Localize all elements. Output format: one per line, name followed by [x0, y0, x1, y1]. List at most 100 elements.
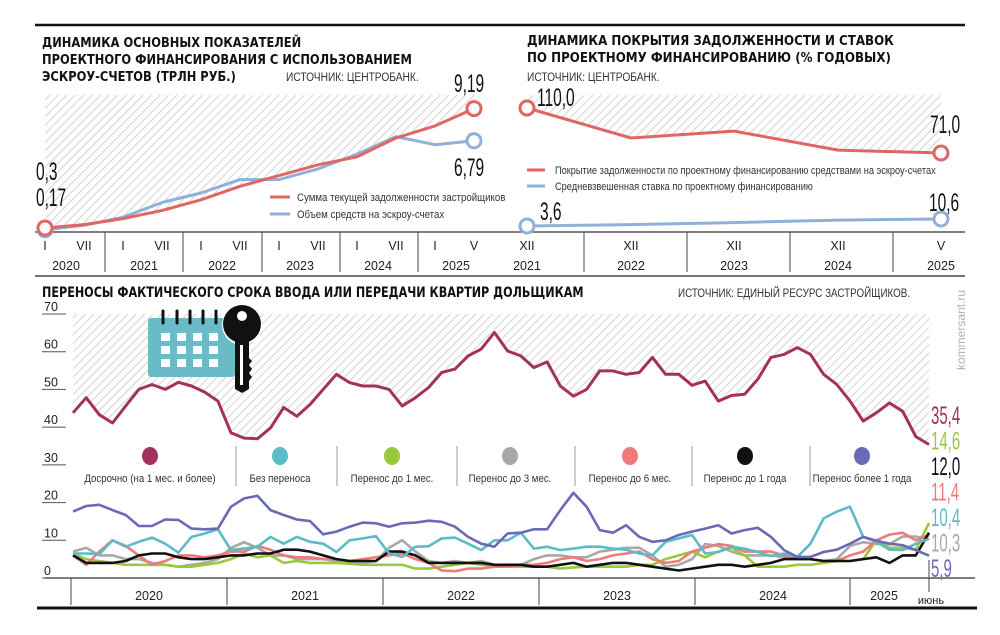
- chart1-tick-label: VII: [76, 239, 91, 253]
- chart3-end-label-no_delay: 10,4: [931, 504, 960, 532]
- chart2-legend-coverage: Покрытие задолженности по проектному фин…: [555, 164, 936, 177]
- chart1-end-marker-escrow: [465, 132, 483, 150]
- chart2-tick-label: XII: [830, 239, 845, 253]
- chart2-end-label-rate: 10,6: [929, 189, 959, 217]
- calendar-cell: [193, 346, 202, 354]
- chart2-end-label-coverage: 71,0: [930, 111, 960, 139]
- chart3-legend-label-group: Перенос до 1 года: [704, 474, 787, 486]
- chart1-line-debt: [44, 107, 475, 230]
- watermark: kommersant.ru: [954, 290, 968, 370]
- calendar-cell: [209, 359, 218, 367]
- chart1-legend-debt: Сумма текущей задолженности застройщиков: [297, 193, 506, 205]
- calendar-cell: [177, 333, 186, 341]
- chart1-title-line: ПРОЕКТНОГО ФИНАНСИРОВАНИЯ С ИСПОЛЬЗОВАНИ…: [42, 51, 412, 67]
- calendar-cell: [161, 346, 170, 354]
- chart3-year-label: 2022: [447, 589, 475, 603]
- chart3-legend-label: Досрочно (на 1 мес. и более): [84, 472, 215, 485]
- chart3-line-delay_over_1y: [72, 491, 930, 559]
- chart3-legend-dot-delay_1y: [737, 447, 753, 465]
- calendar-icon: [148, 309, 235, 377]
- chart3-legend-label-group: Перенос до 3 мес.: [469, 474, 552, 486]
- chart3-year-label: 2024: [759, 589, 787, 603]
- key-icon: [222, 305, 262, 393]
- chart2-line-rate: [526, 217, 942, 228]
- chart3-y-tick-label: 30: [44, 451, 58, 465]
- chart3-legend-dot-delay_over_1y: [854, 447, 870, 465]
- chart2-start-marker: [518, 99, 536, 117]
- calendar-cell: [209, 333, 218, 341]
- chart2-line-coverage: [526, 106, 942, 155]
- chart1-year-label: 2024: [364, 259, 392, 273]
- chart1-legend-escrow: Объем средств на эскроу-счетах: [297, 208, 445, 221]
- chart2-tick-label: XII: [623, 239, 638, 253]
- chart1-hatched-area: [45, 95, 474, 228]
- chart3-end-label-group: 10,4: [931, 504, 960, 532]
- calendar-cell: [177, 346, 186, 354]
- chart3-legend-dot-delay_3m: [502, 447, 518, 465]
- chart2-tick-label: XII: [726, 239, 741, 253]
- chart2-start-marker: [518, 217, 536, 235]
- chart3-legend-label: Без переноса: [250, 474, 311, 486]
- calendar-cell: [177, 359, 186, 367]
- chart1-tick-label: V: [470, 239, 479, 253]
- chart3-y-tick-label: 40: [44, 413, 58, 427]
- chart3-legend-label-group: Перенос более 1 года: [813, 472, 912, 485]
- chart3-year-label: 2023: [603, 589, 631, 603]
- chart3-end-label-delay_6m: 11,4: [931, 479, 959, 507]
- chart3-legend-dot-delay_1m: [384, 447, 400, 465]
- calendar-cell: [161, 333, 170, 341]
- chart2-title-line: ДИНАМИКА ПОКРЫТИЯ ЗАДОЛЖЕННОСТИ И СТАВОК: [527, 32, 894, 48]
- chart3-legend-label: Перенос до 1 года: [704, 474, 787, 486]
- chart3-end-label-delay_1y: 12,0: [931, 453, 960, 481]
- chart3-end-label-group: 12,0: [931, 453, 960, 481]
- chart3-hatched-area: [73, 314, 929, 445]
- chart2-year-label: 2024: [824, 259, 852, 273]
- chart2-start-label-coverage: 110,0: [537, 84, 575, 112]
- chart1-tick-label: I: [43, 239, 46, 253]
- chart3-y-tick-label: 0: [44, 564, 51, 578]
- chart1-tick-label: I: [199, 239, 202, 253]
- chart1-tick-label: VII: [154, 239, 169, 253]
- chart2-legend-rate: Средневзвешенная ставка по проектному фи…: [555, 180, 813, 193]
- chart2-year-label: 2021: [513, 259, 541, 273]
- chart1-start-label-escrow: 0,17: [36, 184, 66, 212]
- chart2-end-marker: [932, 144, 950, 162]
- chart3-end-label-early: 35,4: [931, 402, 960, 430]
- chart3-source: ИСТОЧНИК: ЕДИНЫЙ РЕСУРС ЗАСТРОЙЩИКОВ.: [678, 286, 910, 300]
- chart1-tick-label: I: [121, 239, 124, 253]
- chart-delivery-delays: ПЕРЕНОСЫ ФАКТИЧЕСКОГО СРОКА ВВОДА ИЛИ ПЕ…: [42, 284, 975, 607]
- chart3-end-label-delay_1m: 14,6: [931, 428, 960, 456]
- calendar-cell: [161, 359, 170, 367]
- chart2-tick-label: V: [937, 239, 946, 253]
- chart1-tick-label: VII: [388, 239, 403, 253]
- chart3-line-delay_1y: [72, 532, 931, 572]
- chart2-source: ИСТОЧНИК: ЦЕНТРОБАНК.: [527, 71, 660, 84]
- calendar-cell: [209, 346, 218, 354]
- chart1-tick-label: I: [355, 239, 358, 253]
- chart3-title: ПЕРЕНОСЫ ФАКТИЧЕСКОГО СРОКА ВВОДА ИЛИ ПЕ…: [42, 284, 584, 301]
- chart3-legend-label-group: Перенос до 6 мес.: [589, 474, 672, 486]
- chart3-y-tick-label: 20: [44, 489, 58, 503]
- chart3-legend-label-group: Досрочно (на 1 мес. и более): [84, 472, 215, 485]
- chart1-end-label-debt: 9,19: [454, 70, 484, 98]
- chart1-tick-label: I: [277, 239, 280, 253]
- chart2-year-label: 2022: [617, 259, 645, 273]
- chart1-end-marker-debt: [465, 100, 483, 118]
- chart1-start-marker-debt: [36, 219, 54, 237]
- chart3-legend-background: [70, 444, 920, 486]
- chart2-title-line: ПО ПРОЕКТНОМУ ФИНАНСИРОВАНИЮ (% ГОДОВЫХ): [527, 49, 891, 65]
- chart3-end-label-group: 5,9: [931, 555, 952, 583]
- chart3-legend-label-group: Без переноса: [250, 474, 311, 486]
- chart3-line-early: [71, 331, 930, 446]
- calendar-cell: [193, 333, 202, 341]
- chart1-year-label: 2020: [52, 259, 80, 273]
- chart3-end-label-delay_over_1y: 5,9: [931, 555, 952, 583]
- chart2-tick-label: XII: [519, 239, 534, 253]
- chart1-tick-label: VII: [232, 239, 247, 253]
- chart3-y-tick-label: 60: [44, 338, 58, 352]
- chart3-legend-label: Перенос до 6 мес.: [589, 474, 672, 486]
- chart3-legend-dot-early: [142, 447, 158, 465]
- chart3-last-month-label: июнь: [918, 595, 944, 607]
- chart3-y-tick-label: 50: [44, 375, 58, 389]
